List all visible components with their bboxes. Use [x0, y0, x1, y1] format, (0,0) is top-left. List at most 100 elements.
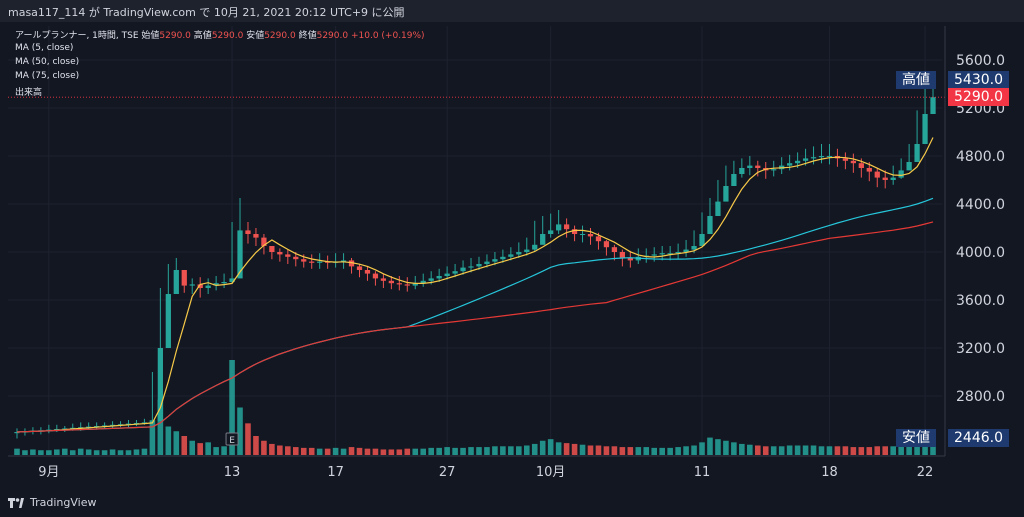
- ma75-legend[interactable]: MA (75, close): [15, 71, 80, 81]
- candle-body: [882, 177, 888, 180]
- candle-body: [818, 156, 825, 158]
- volume-bar: [531, 443, 538, 455]
- candle-body: [914, 144, 920, 162]
- candle-body: [802, 158, 809, 161]
- volume-bar: [93, 450, 100, 455]
- volume-bar: [173, 431, 180, 455]
- candle-body: [747, 165, 753, 168]
- volume-bar: [404, 448, 411, 455]
- candle-body: [86, 426, 92, 428]
- time-tick-label: 13: [224, 465, 241, 480]
- volume-bar: [316, 448, 323, 455]
- tradingview-logo[interactable]: TradingView: [8, 496, 96, 509]
- volume-bar: [715, 439, 721, 455]
- volume-bar: [675, 447, 681, 455]
- candle-body: [922, 114, 928, 144]
- volume-bar: [563, 443, 570, 455]
- price-tick-label: 4800.0: [956, 149, 1005, 165]
- volume-bar: [85, 449, 92, 455]
- volume-bar: [762, 446, 769, 455]
- candle-body: [699, 234, 705, 246]
- volume-bar: [340, 448, 347, 455]
- candle-body: [707, 216, 713, 234]
- candle-body: [898, 170, 904, 178]
- volume-bar: [205, 442, 211, 455]
- volume-bar: [22, 450, 28, 455]
- candle-body: [452, 271, 458, 274]
- volume-bar: [332, 447, 339, 455]
- volume-bar: [141, 448, 148, 455]
- candle-body: [301, 259, 307, 262]
- candle-body: [277, 252, 283, 255]
- volume-bar: [38, 450, 44, 455]
- candle-body: [691, 246, 697, 250]
- volume-bar: [842, 446, 849, 455]
- volume-bar: [922, 440, 928, 455]
- volume-bar: [834, 446, 841, 455]
- volume-bar: [388, 449, 395, 455]
- candle-body: [237, 230, 243, 279]
- change-value: +10.0 (+0.19%): [350, 31, 425, 41]
- branding-text: TradingView: [30, 496, 97, 509]
- volume-bar: [492, 446, 498, 455]
- volume-bar: [651, 447, 658, 455]
- time-tick-label: 10月: [536, 465, 566, 480]
- candle-body: [524, 249, 530, 252]
- volume-legend[interactable]: 出来高: [15, 88, 43, 98]
- volume-bar: [269, 443, 275, 455]
- volume-bar: [818, 446, 825, 455]
- symbol-label[interactable]: アールプランナー, 1時間, TSE: [15, 31, 139, 41]
- volume-bar: [691, 445, 697, 455]
- candle-body: [165, 294, 171, 348]
- volume-bar: [261, 440, 267, 455]
- volume-bar: [380, 449, 387, 455]
- candle-body: [436, 276, 442, 279]
- candle-body: [595, 236, 602, 242]
- volume-bar: [508, 446, 514, 455]
- ma50-legend[interactable]: MA (50, close): [15, 57, 80, 67]
- volume-bar: [364, 448, 371, 455]
- volume-bar: [731, 442, 737, 455]
- candle-body: [611, 247, 618, 252]
- ma50-line: [16, 197, 934, 433]
- candle-body: [627, 258, 633, 261]
- candle-body: [189, 284, 195, 286]
- volume-bar: [547, 439, 554, 455]
- volume-bar: [61, 448, 68, 455]
- candle-body: [372, 273, 379, 279]
- volume-bar: [826, 446, 833, 455]
- candle-body: [404, 284, 410, 286]
- volume-bar: [101, 450, 108, 455]
- low-tag-label: 安値: [896, 429, 936, 448]
- candle-body: [78, 427, 84, 429]
- candle-body: [787, 163, 793, 166]
- volume-bar: [850, 447, 857, 455]
- volume-bar: [739, 443, 745, 455]
- publish-header: masa117_114 が TradingView.com で 10月 21, …: [0, 0, 1024, 22]
- candle-body: [133, 423, 140, 424]
- volume-bar: [277, 445, 283, 455]
- volume-bar: [500, 446, 506, 455]
- ma5-legend[interactable]: MA (5, close): [15, 43, 74, 53]
- price-tick-label: 3600.0: [956, 293, 1005, 309]
- volume-bar: [460, 447, 466, 455]
- ma75-line: [16, 221, 934, 433]
- candle-body: [261, 237, 267, 246]
- volume-bar: [930, 442, 936, 455]
- volume-bar: [778, 446, 785, 455]
- volume-bar: [157, 399, 164, 455]
- high-tag-label: 高値: [896, 71, 936, 90]
- price-tick-label: 4400.0: [956, 197, 1005, 213]
- candle-body: [340, 260, 347, 262]
- candle-body: [842, 158, 849, 161]
- volume-bar: [213, 447, 219, 455]
- candle-body: [213, 283, 219, 286]
- candle-body: [930, 97, 936, 114]
- candle-body: [125, 423, 132, 425]
- volume-bar: [595, 445, 602, 455]
- candle-body: [444, 273, 450, 276]
- candle-body: [293, 256, 299, 260]
- candle-body: [715, 201, 721, 216]
